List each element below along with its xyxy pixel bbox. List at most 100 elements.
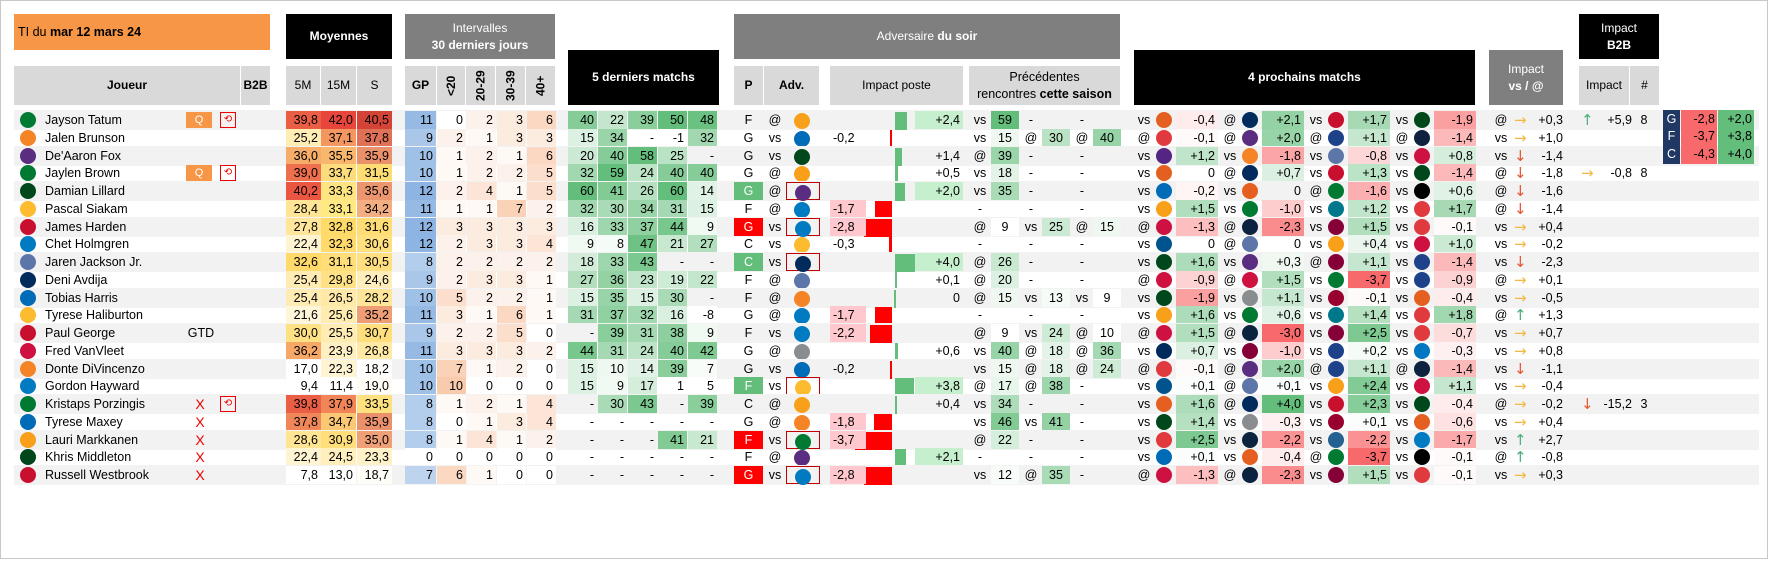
opponent-cell[interactable]: MEM [786, 271, 820, 289]
team-logo-icon: POR [1414, 325, 1430, 341]
opponent-cell[interactable]: NYK [786, 413, 820, 431]
col-20-29[interactable]: 20-29 [466, 66, 495, 105]
opponent-cell[interactable]: SAC [786, 182, 820, 201]
opponent-cell[interactable]: OKC [786, 306, 820, 325]
col-joueur[interactable]: Joueur [14, 66, 240, 105]
table-row[interactable]: LACPaul GeorgeGTD30,025,530,792250-39313… [14, 323, 1759, 343]
col-impact[interactable]: Impact [1579, 66, 1629, 105]
opponent-cell[interactable]: PHI [786, 360, 820, 378]
table-row[interactable]: BOSJaylen BrownQ⟲39,033,731,510122532592… [14, 163, 1759, 184]
player-name[interactable]: Jayson Tatum [45, 113, 122, 127]
table-row[interactable]: NYKDonte DiVincenzo17,022,318,2107120151… [14, 358, 1759, 379]
player-name[interactable]: De'Aaron Fox [45, 148, 122, 163]
col-40plus[interactable]: 40+ [526, 66, 555, 105]
opponent-cell[interactable]: OKC [786, 200, 820, 218]
opponent-cell[interactable]: UTA [786, 164, 820, 183]
opponent-cell[interactable]: MIL [786, 147, 820, 165]
player-name[interactable]: Donte DiVincenzo [45, 361, 145, 376]
player-name[interactable]: Jaren Jackson Jr. [45, 255, 143, 269]
player-name[interactable]: Damian Lillard [45, 184, 125, 198]
col-5m[interactable]: 5M [286, 66, 320, 105]
col-s[interactable]: S [357, 66, 392, 105]
opponent-cell[interactable]: IND [786, 235, 820, 254]
b2b-icon[interactable]: ⟲ [220, 112, 236, 128]
prev-score [1042, 182, 1070, 200]
player-name[interactable]: Tyrese Haliburton [45, 308, 143, 323]
interval-count: 3 [497, 235, 526, 254]
opponent-cell[interactable]: PHI [786, 129, 820, 147]
col-num[interactable]: # [1630, 66, 1659, 105]
opponent-cell[interactable]: UTA [786, 111, 820, 129]
table-row[interactable]: PHITobias Harris25,426,528,2105221153515… [14, 287, 1759, 308]
ivs-home-away: @ [1494, 166, 1508, 181]
player-name[interactable]: Deni Avdija [45, 272, 108, 287]
table-row[interactable]: MEMJaren Jackson Jr.32,631,130,582222183… [14, 252, 1759, 272]
b2b-icon[interactable]: ⟲ [220, 165, 236, 182]
table-row[interactable]: LACRussell WestbrookX7,813,018,776100---… [14, 465, 1759, 485]
col-precedentes[interactable]: Précédentes rencontres cette saison [969, 66, 1120, 105]
team-logo-icon: PHI [794, 130, 810, 147]
table-row[interactable]: LACJames Harden27,832,831,61233331633374… [14, 216, 1759, 237]
table-row[interactable]: OKCChet Holmgren22,432,330,6122334984721… [14, 234, 1759, 255]
player-name[interactable]: Pascal Siakam [45, 201, 128, 216]
team-logo-icon: CLE [1242, 342, 1258, 359]
opponent-cell[interactable]: SAC [786, 448, 820, 467]
player-name[interactable]: James Harden [45, 219, 127, 234]
player-name[interactable]: Gordon Hayward [45, 379, 140, 394]
table-row[interactable]: INDTyrese Haliburton21,625,635,211316131… [14, 305, 1759, 326]
interval-count: 1 [497, 182, 526, 200]
table-row[interactable]: UTALauri MarkkanenX28,630,935,081412---4… [14, 429, 1759, 450]
b2b-impact-value: +5,9 [1607, 113, 1632, 127]
player-name[interactable]: Khris Middleton [45, 450, 132, 465]
opponent-cell[interactable]: SAS [786, 342, 820, 360]
player-position: F [744, 272, 753, 287]
next-impact: 0 [1294, 237, 1301, 252]
player-name[interactable]: Kristaps Porzingis [45, 397, 146, 411]
table-row[interactable]: MILDamian Lillard40,233,335,612241560412… [14, 181, 1759, 201]
next-impact: +1,5 [1176, 199, 1218, 218]
player-name[interactable]: Tobias Harris [45, 290, 118, 305]
table-row[interactable]: BOSKristaps PorzingisX⟲39,837,933,581214… [14, 394, 1759, 414]
opponent-cell[interactable]: BOS [786, 430, 820, 450]
player-name[interactable]: Russell Westbrook [45, 468, 149, 482]
table-row[interactable]: OKCGordon Hayward9,411,419,0101000015917… [14, 376, 1759, 397]
col-b2b[interactable]: B2B [241, 66, 270, 105]
col-30-39[interactable]: 30-39 [496, 66, 525, 105]
opponent-cell[interactable]: IND [786, 377, 820, 397]
opponent-cell[interactable]: WAS [786, 253, 820, 272]
opponent-cell[interactable]: NYK [786, 289, 820, 307]
opponent-cell[interactable]: OKC [786, 217, 820, 237]
title-date[interactable]: mar 12 mars 24 [49, 24, 142, 39]
col-gp[interactable]: GP [405, 66, 436, 105]
table-row[interactable]: MILKhris MiddletonX22,424,523,300000----… [14, 447, 1759, 468]
b2b-icon[interactable]: ⟲ [220, 396, 236, 412]
table-row[interactable]: NYKJalen Brunson25,237,137,8921331534--1… [14, 128, 1759, 148]
table-row[interactable]: HOUFred VanVleet36,223,926,8113332443124… [14, 341, 1759, 361]
player-name[interactable]: Chet Holmgren [45, 237, 130, 252]
opponent-cell[interactable]: OKC [786, 466, 820, 485]
next-home-away: @ [1223, 326, 1237, 340]
next-impact: -1,8 [1262, 146, 1304, 165]
player-name[interactable]: Tyrese Maxey [45, 414, 123, 429]
col-15m[interactable]: 15M [321, 66, 356, 105]
col-impact-poste[interactable]: Impact poste [830, 66, 963, 105]
player-name[interactable]: Jalen Brunson [45, 130, 125, 145]
col-p[interactable]: P [734, 66, 763, 105]
opponent-cell[interactable]: OKC [786, 324, 820, 342]
player-name[interactable]: Jaylen Brown [45, 166, 121, 181]
player-position: G [734, 466, 763, 484]
table-row[interactable]: SACDe'Aaron Fox36,035,535,91012162040582… [14, 145, 1759, 166]
next-home-away: vs [1395, 237, 1409, 252]
col-adv[interactable]: Adv. [764, 66, 819, 105]
opponent-cell[interactable]: UTA [786, 395, 820, 413]
player-name[interactable]: Fred VanVleet [45, 343, 124, 358]
team-logo-icon: UTA [1156, 307, 1172, 324]
col-lt20[interactable]: <20 [437, 66, 465, 105]
player-position: G [743, 166, 754, 181]
player-name[interactable]: Lauri Markkanen [45, 432, 139, 447]
player-name[interactable]: Paul George [45, 326, 116, 340]
table-row[interactable]: WASDeni Avdija25,429,824,692331273623192… [14, 270, 1759, 290]
table-row[interactable]: INDPascal Siakam28,433,134,2111172323034… [14, 199, 1759, 219]
